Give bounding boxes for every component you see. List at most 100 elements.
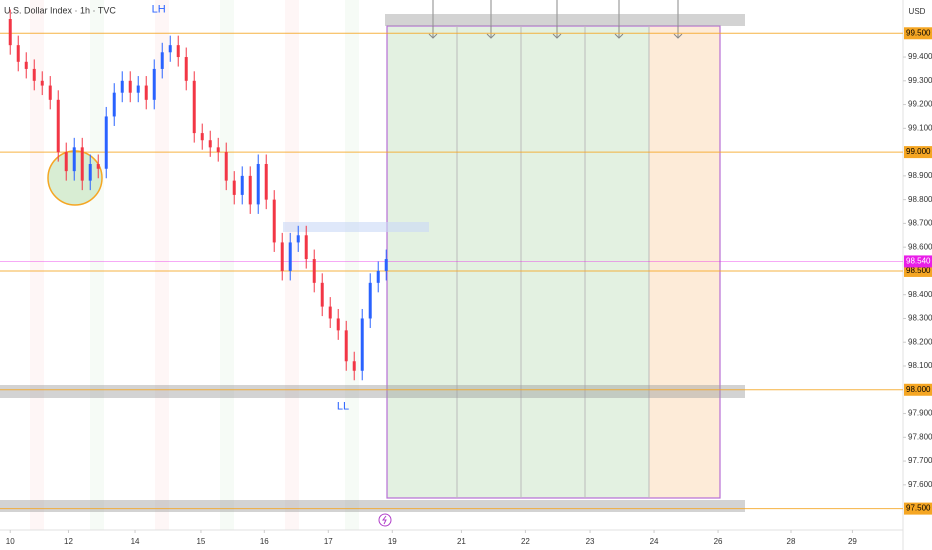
candle-body [384, 259, 388, 271]
candle-body [232, 180, 236, 195]
candle-body [256, 163, 260, 205]
price-label: 99.500 [906, 28, 931, 37]
candle-body [344, 330, 348, 362]
price-label-bg [904, 27, 932, 40]
annotation: LH [152, 3, 166, 15]
candle-body [248, 175, 252, 205]
y-tick-label: 97.900 [908, 409, 932, 418]
candle-body [240, 175, 244, 195]
candle-body [168, 45, 172, 53]
x-tick-label: 12 [64, 537, 73, 546]
projection-boxes [386, 0, 721, 499]
candle-body [272, 199, 276, 243]
candle-body [304, 235, 308, 260]
price-label-bg [904, 255, 932, 268]
price-label: 99.000 [906, 147, 931, 156]
y-tick-label: 98.600 [908, 242, 932, 251]
x-tick-label: 15 [196, 537, 205, 546]
candle-body [152, 68, 156, 100]
price-label: 98.000 [906, 385, 931, 394]
candle-body [88, 163, 92, 181]
candle-body [200, 133, 204, 141]
event-icon-bolt [382, 515, 387, 525]
candle-body [184, 57, 188, 81]
candle-body [176, 45, 180, 58]
x-tick-label: 24 [650, 537, 659, 546]
y-tick-label: 99.200 [908, 100, 932, 109]
currency-label: USD [909, 7, 926, 16]
candle-body [48, 85, 52, 100]
y-tick-label: 97.600 [908, 480, 932, 489]
candle-body [136, 85, 140, 93]
candle-body [24, 61, 28, 69]
candle-body [40, 80, 44, 86]
candle-body [16, 45, 20, 62]
candle-body [264, 163, 268, 200]
x-tick-label: 22 [521, 537, 530, 546]
x-tick-label: 14 [131, 537, 140, 546]
candle-body [104, 116, 108, 169]
price-label: 98.500 [906, 266, 931, 275]
candle-body [296, 235, 300, 243]
y-tick-label: 98.200 [908, 337, 932, 346]
candle-body [376, 270, 380, 283]
x-tick-label: 21 [457, 537, 466, 546]
y-tick-label: 98.900 [908, 171, 932, 180]
y-tick-label: 97.800 [908, 432, 932, 441]
price-label-bg [904, 264, 932, 277]
candle-body [8, 19, 12, 46]
y-tick-label: 98.300 [908, 314, 932, 323]
candle-body [336, 318, 340, 331]
y-tick-label: 98.700 [908, 219, 932, 228]
x-tick-label: 10 [6, 537, 15, 546]
session-stripes [30, 0, 359, 530]
y-tick-label: 99.400 [908, 52, 932, 61]
y-tick-label: 99.100 [908, 123, 932, 132]
candle-body [320, 282, 324, 307]
candle-body [80, 147, 84, 181]
candle-body [144, 85, 148, 100]
x-tick-label: 29 [848, 537, 857, 546]
candle-body [312, 259, 316, 283]
price-label-bg [904, 502, 932, 515]
candle-body [96, 163, 100, 169]
candle-body [328, 306, 332, 319]
x-tick-label: 28 [787, 537, 796, 546]
candle-body [72, 147, 76, 172]
chart-title: U.S. Dollar Index · 1h · TVC [4, 5, 116, 15]
price-label-bg [904, 146, 932, 159]
candle-body [32, 68, 36, 81]
price-label-bg [904, 383, 932, 396]
candle-body [112, 92, 116, 117]
candle-body [128, 80, 132, 93]
annotation: LL [337, 400, 349, 412]
candle-body [208, 140, 212, 148]
candle-body [64, 152, 68, 172]
x-tick-label: 16 [260, 537, 269, 546]
x-tick-label: 19 [388, 537, 397, 546]
y-tick-label: 98.100 [908, 361, 932, 370]
candle-body [120, 80, 124, 93]
marks: 99.400 99.300 99.200 99.100 98.900 98.800 98.7… [0, 3, 932, 546]
candle-body [224, 152, 228, 181]
y-tick-label: 97.700 [908, 456, 932, 465]
candle-body [192, 80, 196, 134]
y-tick-label: 98.800 [908, 195, 932, 204]
price-label: 97.500 [906, 504, 931, 513]
candle-body [160, 52, 164, 69]
x-tick-label: 23 [586, 537, 595, 546]
x-tick-label: 26 [714, 537, 723, 546]
candle-body [352, 361, 356, 371]
candle-body [360, 318, 364, 371]
candle-body [216, 147, 220, 153]
candle-body [56, 99, 60, 153]
candle-body [288, 242, 292, 271]
candle-body [368, 282, 372, 319]
y-tick-label: 99.300 [908, 76, 932, 85]
highlight-zone [283, 222, 429, 232]
candle-body [280, 242, 284, 271]
y-tick-label: 98.400 [908, 290, 932, 299]
price-label: 98.540 [906, 257, 931, 266]
x-tick-label: 17 [324, 537, 333, 546]
